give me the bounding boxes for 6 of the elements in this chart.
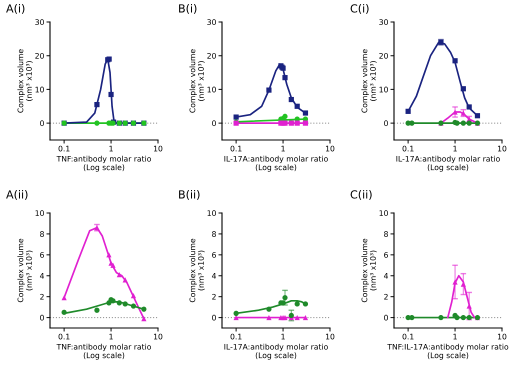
chart-title: B(ii) [179,190,200,200]
chart-title: C(ii) [350,190,372,200]
chart-title: C(i) [350,4,369,14]
chart-title: A(ii) [6,190,28,200]
chart-title: A(i) [6,4,24,14]
chart-title: B(i) [179,4,196,14]
